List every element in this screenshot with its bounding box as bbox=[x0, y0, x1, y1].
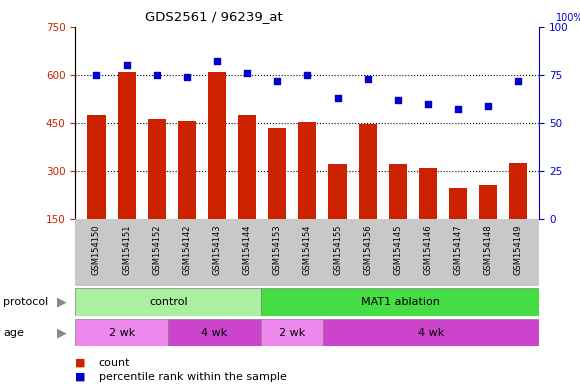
Text: 100%: 100% bbox=[556, 13, 580, 23]
Text: ▶: ▶ bbox=[57, 326, 67, 339]
Bar bbox=[261, 288, 539, 316]
Bar bbox=[268, 127, 287, 219]
Point bbox=[92, 72, 101, 78]
Bar bbox=[88, 115, 106, 219]
Text: ▶: ▶ bbox=[57, 295, 67, 308]
Bar bbox=[118, 72, 136, 219]
Point bbox=[333, 95, 342, 101]
Bar bbox=[168, 319, 261, 346]
Text: age: age bbox=[3, 328, 24, 338]
Bar bbox=[298, 122, 317, 219]
Text: ■: ■ bbox=[75, 372, 86, 382]
Text: GSM154148: GSM154148 bbox=[484, 224, 492, 275]
Point bbox=[363, 76, 372, 82]
Text: GSM154149: GSM154149 bbox=[514, 224, 523, 275]
Text: GSM154154: GSM154154 bbox=[303, 224, 312, 275]
Point bbox=[242, 70, 252, 76]
Text: percentile rank within the sample: percentile rank within the sample bbox=[99, 372, 287, 382]
Text: GSM154155: GSM154155 bbox=[333, 224, 342, 275]
Text: GSM154150: GSM154150 bbox=[92, 224, 101, 275]
Text: GSM154153: GSM154153 bbox=[273, 224, 282, 275]
Text: GSM154145: GSM154145 bbox=[393, 224, 403, 275]
Point bbox=[212, 58, 222, 65]
Point bbox=[182, 74, 191, 80]
Bar bbox=[75, 288, 261, 316]
Text: GSM154147: GSM154147 bbox=[454, 224, 462, 275]
Text: 2 wk: 2 wk bbox=[108, 328, 135, 338]
Text: 4 wk: 4 wk bbox=[418, 328, 444, 338]
Point bbox=[514, 78, 523, 84]
Text: GSM154143: GSM154143 bbox=[212, 224, 222, 275]
Text: GSM154146: GSM154146 bbox=[423, 224, 433, 275]
Bar bbox=[509, 163, 527, 219]
Point bbox=[423, 101, 433, 107]
Text: 2 wk: 2 wk bbox=[279, 328, 305, 338]
Text: GSM154156: GSM154156 bbox=[363, 224, 372, 275]
Point bbox=[484, 103, 493, 109]
Bar bbox=[178, 121, 196, 219]
Bar bbox=[148, 119, 166, 219]
Bar bbox=[479, 185, 497, 219]
Bar bbox=[419, 168, 437, 219]
Bar bbox=[328, 164, 347, 219]
Point bbox=[303, 72, 312, 78]
Text: GSM154152: GSM154152 bbox=[153, 224, 161, 275]
Text: control: control bbox=[149, 297, 187, 307]
Text: GSM154151: GSM154151 bbox=[122, 224, 131, 275]
Bar bbox=[75, 319, 168, 346]
Point bbox=[393, 97, 403, 103]
Text: protocol: protocol bbox=[3, 297, 48, 307]
Point bbox=[122, 62, 131, 68]
Text: GSM154144: GSM154144 bbox=[242, 224, 252, 275]
Text: ■: ■ bbox=[75, 358, 86, 368]
Point bbox=[152, 72, 161, 78]
Bar bbox=[261, 319, 323, 346]
Point bbox=[454, 106, 463, 113]
Text: count: count bbox=[99, 358, 130, 368]
Text: GDS2561 / 96239_at: GDS2561 / 96239_at bbox=[145, 10, 283, 23]
Bar bbox=[449, 187, 467, 219]
Bar bbox=[358, 124, 376, 219]
Text: 4 wk: 4 wk bbox=[201, 328, 228, 338]
Bar bbox=[238, 115, 256, 219]
Bar bbox=[323, 319, 539, 346]
Text: GSM154142: GSM154142 bbox=[182, 224, 191, 275]
Text: MAT1 ablation: MAT1 ablation bbox=[361, 297, 440, 307]
Point bbox=[273, 78, 282, 84]
Bar bbox=[208, 72, 226, 219]
Bar bbox=[389, 164, 407, 219]
